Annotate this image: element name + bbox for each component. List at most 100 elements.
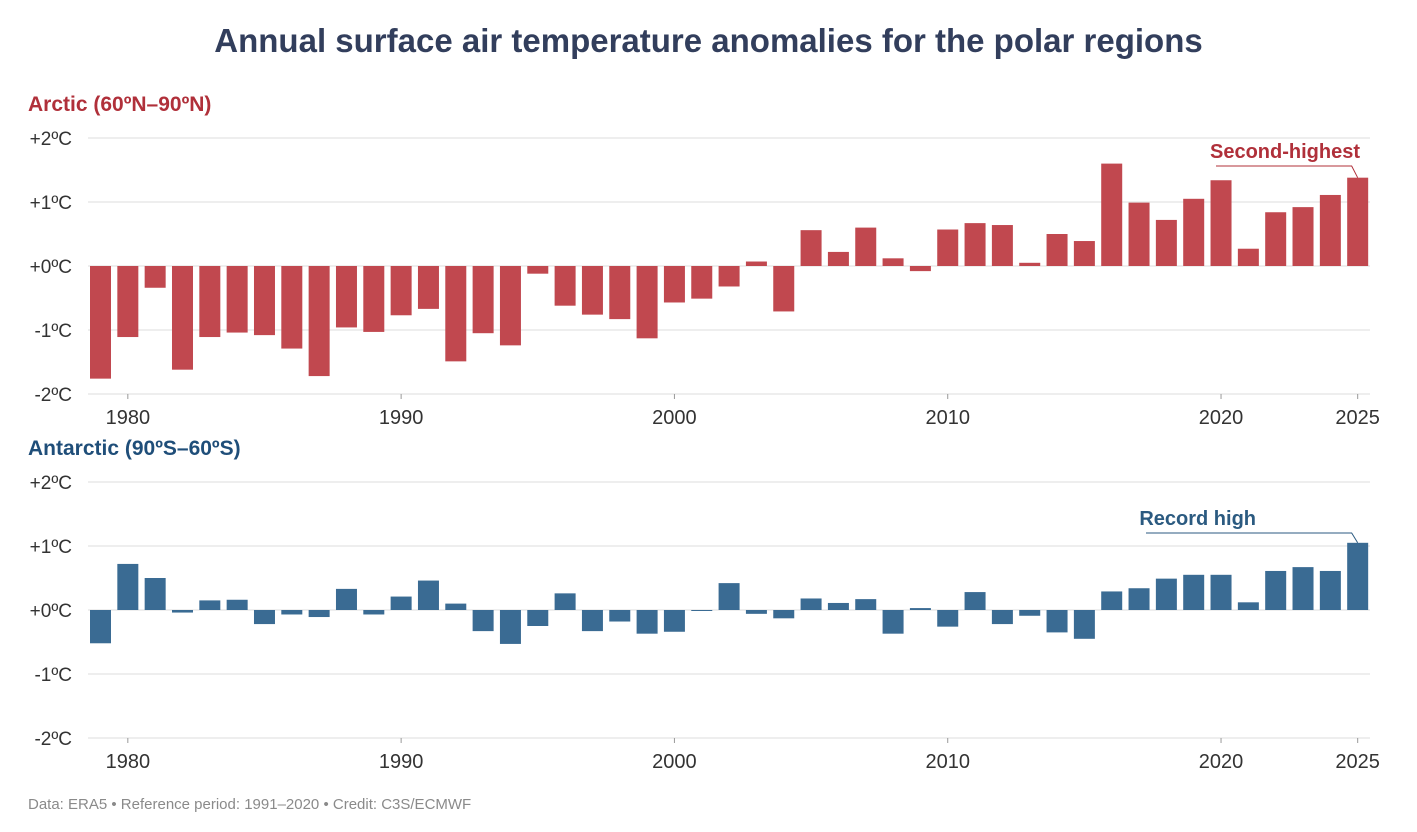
chart-title: Annual surface air temperature anomalies… (214, 22, 1203, 59)
bar-2019 (1183, 574, 1205, 610)
bar-2014 (1046, 610, 1068, 633)
bar-2021 (1237, 602, 1259, 610)
bar-2023 (1292, 567, 1314, 610)
bar-2024 (1319, 570, 1341, 610)
x-tick-label: 1980 (106, 407, 151, 429)
y-tick-label: +0ºC (30, 257, 72, 278)
bar-2010 (937, 229, 959, 266)
bar-2003 (745, 610, 767, 614)
bar-2024 (1319, 194, 1341, 266)
bar-1995 (527, 610, 549, 626)
bar-1987 (308, 266, 330, 377)
bar-2013 (1019, 610, 1041, 616)
bar-1981 (144, 578, 166, 610)
bar-1979 (90, 266, 111, 379)
bar-2004 (773, 610, 795, 619)
bar-1998 (609, 610, 631, 622)
y-tick-label: +1ºC (30, 193, 72, 214)
bar-1980 (117, 266, 139, 338)
bar-2007 (855, 599, 877, 610)
x-tick-label: 2025 (1335, 751, 1380, 773)
bar-2017 (1128, 202, 1150, 266)
bar-2015 (1073, 610, 1095, 639)
x-tick-label: 1990 (379, 407, 424, 429)
y-tick-label: -1ºC (34, 665, 72, 686)
bar-2012 (991, 610, 1013, 625)
bar-2025 (1347, 542, 1369, 610)
bar-2008 (882, 610, 904, 634)
bar-1979 (90, 610, 111, 644)
x-tick-label: 2010 (925, 751, 970, 773)
bar-1986 (281, 610, 303, 615)
y-tick-label: -2ºC (34, 385, 72, 406)
bar-1992 (445, 603, 467, 610)
x-tick-label: 1980 (106, 751, 151, 773)
bar-2020 (1210, 180, 1232, 266)
bar-1982 (171, 266, 193, 370)
bar-2005 (800, 230, 822, 266)
bar-2000 (663, 266, 685, 303)
arctic-panel-label: Arctic (60ºN–90ºN) (28, 93, 212, 116)
bar-2002 (718, 583, 740, 610)
bar-1990 (390, 596, 412, 610)
bar-2011 (964, 223, 986, 266)
y-tick-label: +0ºC (30, 601, 72, 622)
bar-1993 (472, 266, 494, 334)
bar-1997 (581, 610, 603, 632)
bar-2020 (1210, 574, 1232, 610)
bar-1988 (335, 588, 357, 610)
footer-credit: Data: ERA5 • Reference period: 1991–2020… (28, 796, 472, 813)
bar-1985 (253, 610, 275, 625)
bar-2009 (909, 608, 931, 610)
bar-2011 (964, 592, 986, 610)
bar-2004 (773, 266, 795, 312)
bar-2019 (1183, 198, 1205, 266)
bar-1982 (171, 610, 193, 613)
antarctic-panel-label: Antarctic (90ºS–60ºS) (28, 437, 241, 460)
bar-1999 (636, 266, 658, 339)
annotation-leader (1146, 532, 1359, 544)
y-tick-label: +1ºC (30, 537, 72, 558)
y-tick-label: -1ºC (34, 321, 72, 342)
bar-1983 (199, 600, 221, 610)
bar-1994 (499, 266, 521, 346)
bar-2006 (827, 602, 849, 610)
y-tick-label: +2ºC (30, 473, 72, 494)
antarctic-chart: +2ºC +1ºC +0ºC -1ºC -2ºC 1980 1990 2000 2010 2020… (30, 473, 1380, 773)
bar-1999 (636, 610, 658, 634)
bar-2001 (691, 266, 713, 299)
x-tick-label: 1990 (379, 751, 424, 773)
bar-2012 (991, 225, 1013, 266)
bar-2016 (1101, 163, 1123, 266)
bar-1992 (445, 266, 467, 362)
bar-2016 (1101, 591, 1123, 610)
bar-1986 (281, 266, 303, 349)
bar-2017 (1128, 588, 1150, 610)
bar-2003 (745, 261, 767, 266)
bar-2018 (1155, 578, 1177, 610)
bar-1991 (417, 580, 439, 610)
bar-2008 (882, 258, 904, 266)
x-tick-label: 2020 (1199, 751, 1244, 773)
bar-1981 (144, 266, 166, 288)
bar-2025 (1347, 177, 1369, 266)
bar-2002 (718, 266, 740, 287)
bar-2018 (1155, 219, 1177, 266)
bar-1998 (609, 266, 631, 320)
bar-2015 (1073, 241, 1095, 266)
annotation-leader (1216, 165, 1359, 178)
bar-2021 (1237, 248, 1259, 266)
bar-1997 (581, 266, 603, 315)
bar-1996 (554, 593, 576, 610)
arctic-chart: +2ºC +1ºC +0ºC -1ºC -2ºC 1980 1990 2000 2010 2020… (30, 129, 1380, 429)
bar-2014 (1046, 234, 1068, 266)
y-tick-label: +2ºC (30, 129, 72, 150)
bar-2005 (800, 598, 822, 610)
bar-2001 (691, 610, 713, 611)
bar-1980 (117, 563, 139, 610)
bar-1995 (527, 266, 549, 274)
x-tick-label: 2025 (1335, 407, 1380, 429)
bar-1984 (226, 266, 248, 333)
bar-1993 (472, 610, 494, 632)
